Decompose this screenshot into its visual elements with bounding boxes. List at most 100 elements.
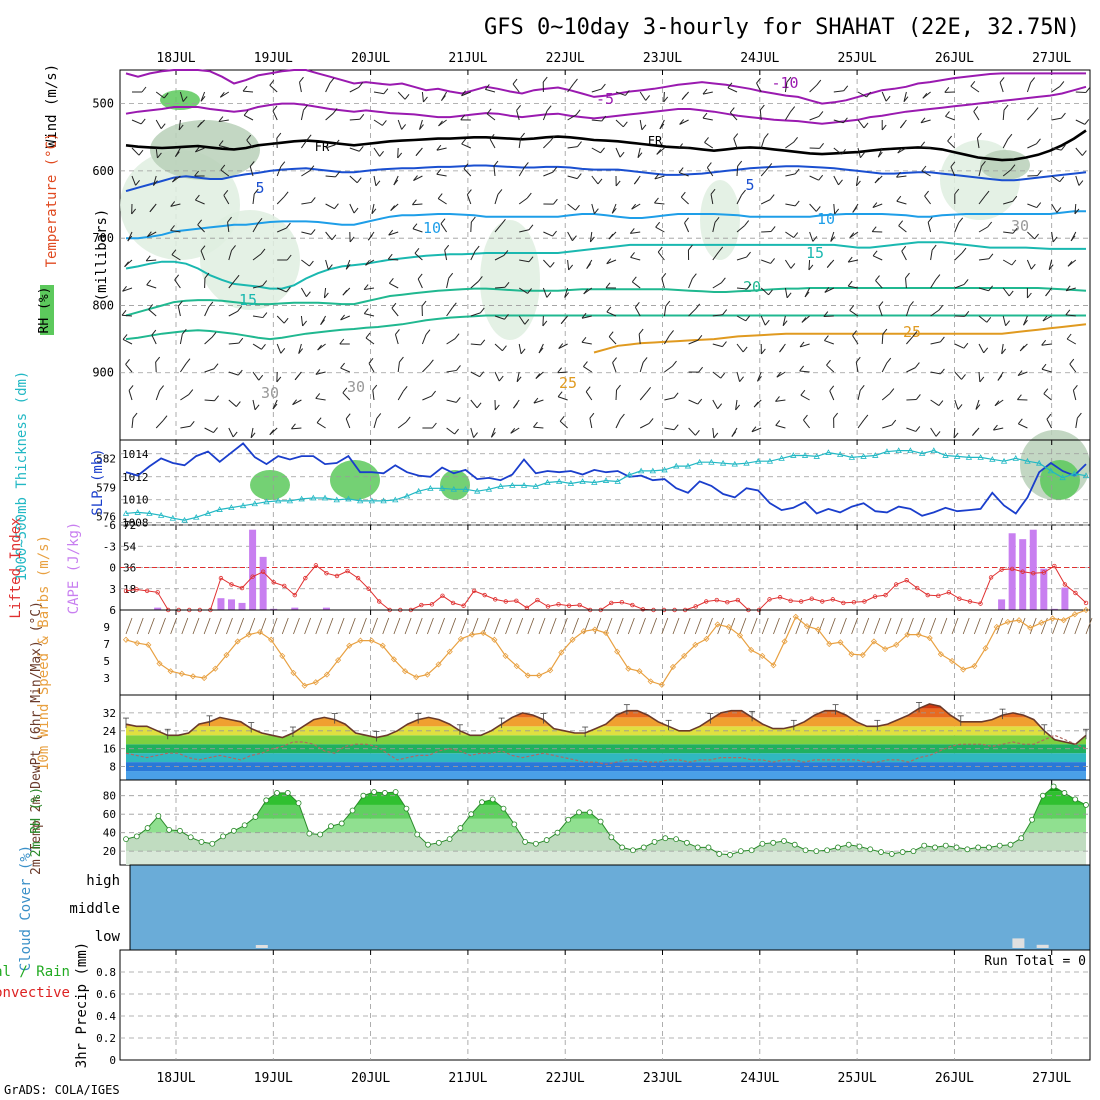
wind-marker [390, 656, 397, 663]
wind-barb-flag [760, 348, 766, 355]
li-marker [239, 585, 245, 591]
rh-marker [457, 825, 464, 831]
wind-barb-flag [826, 359, 831, 366]
wind-marker [826, 640, 833, 648]
wind-barb-flag [855, 356, 861, 363]
wind-barb [486, 113, 496, 121]
li-marker [355, 575, 361, 581]
rh-marker [554, 829, 561, 836]
wind-barb-flag [260, 248, 266, 255]
wind-barb-flag [641, 124, 647, 131]
rh-marker [414, 831, 421, 838]
wind-barb-flag [127, 235, 133, 242]
li-marker [999, 567, 1004, 572]
wind-barb-flag [922, 92, 928, 99]
wind-barb [389, 282, 399, 289]
wind-barb-flag [220, 164, 226, 171]
wind-barb-flag [368, 358, 374, 364]
temperature-axis-label: Temperature (°C) [44, 133, 60, 268]
wind10m-barb [1018, 617, 1026, 635]
wind-barb-flag [695, 430, 700, 436]
wind-barb-flag [987, 221, 993, 228]
wind-barb-flag [776, 371, 782, 378]
wind-barb-flag [523, 162, 529, 168]
wind-barb [276, 196, 285, 205]
wind-barb [249, 166, 254, 177]
wind-barb-flag [552, 166, 558, 173]
wind-barb-flag [739, 376, 744, 382]
wind-barb-flag [542, 76, 548, 83]
wind-barb [970, 85, 980, 93]
cape-bar [238, 602, 246, 610]
thickness-marker [193, 513, 200, 520]
wind-barb-flag [702, 88, 708, 95]
wind-barb-flag [189, 420, 195, 427]
wind-barb [906, 336, 914, 345]
wind-barb-flag [605, 282, 611, 289]
wind-barb-flag [527, 288, 532, 294]
wind-marker [803, 623, 810, 630]
wind-barb [1051, 117, 1062, 121]
wind-barb [301, 170, 311, 177]
wind10m-barb [940, 617, 948, 635]
wind10m-barb [773, 617, 780, 635]
isotherm-label-10: 10 [817, 210, 835, 228]
wind-barb-flag [170, 225, 175, 231]
wind-barb-flag [964, 311, 970, 317]
wind-barb [712, 222, 716, 233]
wind-barb [712, 314, 723, 317]
wind-barb-flag [905, 272, 910, 279]
wind-barb [371, 203, 375, 214]
wind-barb-flag [759, 104, 765, 111]
wind-barb-flag [863, 414, 869, 421]
wind-barb-flag [564, 292, 570, 298]
wind-barb-flag [706, 162, 712, 168]
wind-barb [927, 222, 932, 233]
wind-barb [412, 228, 423, 233]
wind-barb [564, 287, 569, 298]
temp-tick-8: 8 [109, 761, 116, 774]
rh-shade-blob [700, 180, 740, 260]
thickness-marker [1012, 455, 1019, 461]
wind-barb-flag [393, 179, 399, 186]
li-marker [609, 600, 614, 606]
wind-barb-flag [659, 123, 665, 130]
wind-barb-flag [768, 289, 773, 296]
wind-barb [489, 139, 496, 149]
wind-barb [223, 195, 230, 205]
wind-barb [519, 259, 530, 263]
top-date-axis: 18JUL 19JUL 20JUL 21JUL 22JUL 23JUL 24JUL 25JUL… [156, 51, 1071, 66]
wind-barb-flag [782, 320, 788, 327]
wind-barb-flag [997, 375, 1003, 381]
wind-barb-flag [512, 78, 518, 85]
wind-barb-flag [1017, 394, 1022, 400]
wind-barb-flag [944, 87, 950, 93]
wind-barb-flag [1012, 227, 1018, 234]
wind-barb [872, 255, 883, 261]
isotherm-label-25: 25 [903, 323, 921, 341]
rh-marker [1018, 835, 1025, 842]
wind-barb-flag [376, 413, 382, 419]
wind-barb-flag [1012, 195, 1018, 202]
wind-barb-flag [306, 134, 312, 141]
wind-barb-flag [204, 272, 210, 279]
thickness-marker [310, 494, 317, 501]
wind-barb-flag [669, 330, 674, 336]
pressure-tick-700: 700 [92, 231, 114, 245]
wind-barb [446, 338, 456, 345]
thickness-marker [965, 454, 973, 460]
wind-barb [800, 394, 810, 401]
wind-barb-flag [833, 412, 839, 419]
wind-barb-flag [720, 372, 726, 379]
thickness-marker [836, 451, 844, 457]
wind-barb [712, 282, 722, 289]
wind10m-barb [159, 617, 166, 635]
cape-tick-72: 72 [123, 519, 136, 532]
wind-barb [516, 371, 520, 382]
wind-barb [155, 361, 157, 373]
wind-barb [896, 175, 907, 178]
wind10m-barb [415, 617, 423, 635]
wind10m-barb [259, 617, 267, 635]
wind-barb [252, 315, 263, 319]
